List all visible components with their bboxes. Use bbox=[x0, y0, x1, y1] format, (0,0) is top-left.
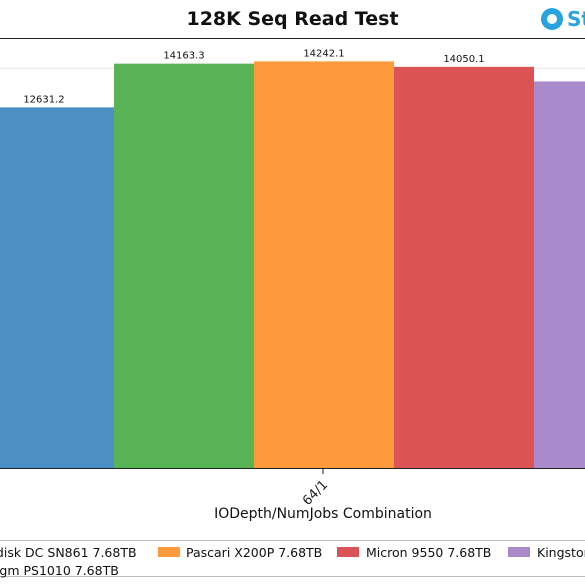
x-axis-label: IODepth/NumJobs Combination bbox=[214, 506, 432, 522]
legend-item: ndisk DC SN861 7.68TB bbox=[0, 545, 137, 560]
legend-item: digm PS1010 7.68TB bbox=[0, 563, 119, 578]
logo-icon bbox=[541, 8, 563, 30]
x-tick-label: 64/1 bbox=[300, 478, 331, 509]
value-labels: 12631.2 14163.3 14242.1 14050.1 bbox=[23, 48, 484, 105]
value-label: 14242.1 bbox=[303, 48, 344, 59]
legend-item: Kingston bbox=[508, 545, 585, 560]
value-label: 14050.1 bbox=[443, 54, 484, 65]
bar-micron-9550-7-68tb bbox=[254, 61, 394, 468]
brand-logo: St bbox=[541, 6, 585, 32]
legend-label: Kingston bbox=[537, 545, 585, 560]
legend-swatch bbox=[158, 547, 180, 557]
logo-text: St bbox=[567, 7, 585, 31]
legend-label: Micron 9550 7.68TB bbox=[366, 545, 491, 560]
bar-paradigm-ps1010-7-68tb bbox=[534, 81, 585, 469]
legend: ndisk DC SN861 7.68TB Pascari X200P 7.68T… bbox=[0, 545, 585, 578]
value-label: 12631.2 bbox=[23, 94, 64, 105]
value-label: 14163.3 bbox=[163, 51, 204, 62]
bar-kingston bbox=[394, 66, 534, 469]
legend-item: Pascari X200P 7.68TB bbox=[158, 545, 322, 560]
bar-pascari-x200p-7-68tb bbox=[114, 63, 254, 468]
legend-label: digm PS1010 7.68TB bbox=[0, 563, 119, 578]
legend-item: Micron 9550 7.68TB bbox=[337, 545, 491, 560]
legend-label: Pascari X200P 7.68TB bbox=[186, 545, 322, 560]
x-ticks: 64/1 bbox=[300, 468, 331, 509]
legend-swatch bbox=[337, 547, 359, 557]
bar-sandisk-dc-sn861-7-68tb bbox=[0, 107, 114, 468]
chart-title: 128K Seq Read Test bbox=[186, 8, 399, 30]
legend-label: ndisk DC SN861 7.68TB bbox=[0, 545, 137, 560]
bars bbox=[0, 61, 585, 469]
legend-swatch bbox=[508, 547, 530, 557]
